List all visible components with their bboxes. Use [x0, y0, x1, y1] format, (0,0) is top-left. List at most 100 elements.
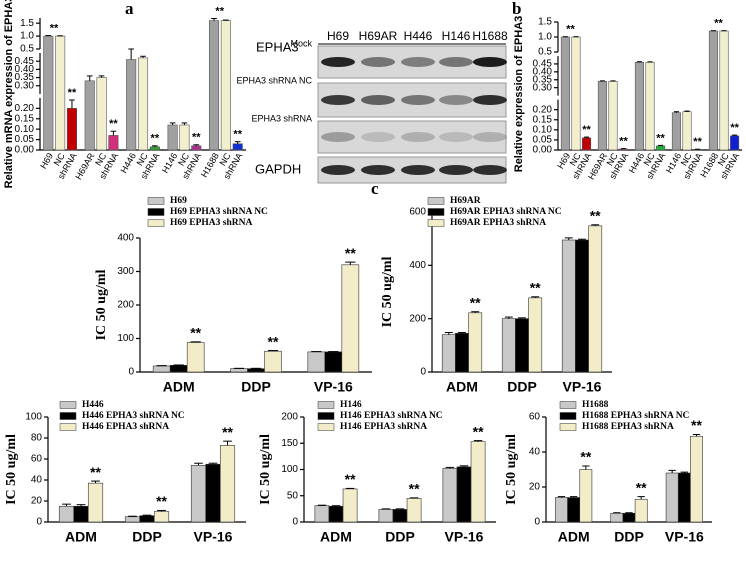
legend-label: H1688 EPHA3 shRNA NC	[582, 411, 690, 421]
y-tick-label: 0.40	[533, 66, 553, 77]
bar	[515, 318, 529, 373]
bar	[597, 81, 607, 151]
y-tick-label: 200	[281, 412, 298, 423]
y-tick-label: 1.5	[20, 18, 34, 29]
blot-row-label: EPHA3 shRNA	[251, 113, 312, 123]
bar	[378, 509, 394, 523]
bar	[455, 333, 469, 373]
legend-label: H446	[82, 400, 104, 410]
bar	[671, 112, 681, 151]
bar	[190, 464, 207, 523]
western-blot: EPHA3 H69 H69AR H446 H146 H1688 Mock EPHA3 shRN…	[236, 29, 508, 184]
bar	[139, 515, 155, 523]
x-tick-label: VP-16	[445, 529, 484, 545]
blot-band	[473, 132, 507, 142]
y-tick-label: 100	[117, 333, 134, 344]
significance-label: **	[636, 479, 647, 495]
y-tick-label: 0.05	[15, 134, 35, 145]
bar	[58, 505, 75, 523]
y-axis-title: Relative expression of EPHA3	[513, 16, 525, 173]
blot-column-label: H446	[404, 29, 433, 43]
bar	[645, 62, 655, 151]
blot-band	[473, 165, 507, 175]
blot-band	[473, 95, 507, 105]
blot-column-label: H69	[327, 29, 349, 43]
blot-band	[361, 132, 395, 142]
y-tick-label: 0.00	[15, 145, 35, 156]
x-tick-label: ADM	[558, 529, 590, 545]
y-tick-label: 20	[31, 496, 43, 507]
bar	[560, 36, 570, 151]
y-tick-label: 0.35	[533, 74, 553, 85]
bar	[588, 225, 603, 373]
bar	[341, 264, 360, 373]
bar	[567, 497, 581, 523]
bar	[179, 124, 190, 151]
y-tick-label: 150	[281, 438, 298, 449]
bar	[220, 20, 231, 151]
legend-swatch	[427, 208, 445, 216]
bar	[169, 364, 188, 373]
bar	[73, 505, 89, 523]
legend-label: H69 EPHA3 shRNA	[170, 218, 252, 228]
y-axis-title: IC 50 ug/ml	[94, 270, 109, 341]
panel-label: a	[125, 0, 134, 18]
blot-band	[439, 132, 473, 142]
y-tick-label: 0.5	[20, 44, 34, 55]
y-tick-label: 60	[529, 412, 541, 423]
legend-label: H69AR	[450, 196, 481, 206]
bar	[622, 512, 636, 523]
x-tick-label: VP-16	[563, 379, 602, 395]
y-tick-label: 1.0	[538, 32, 552, 43]
bar	[579, 469, 593, 523]
bar	[470, 441, 486, 523]
bar	[96, 77, 107, 151]
bar	[619, 148, 629, 151]
bar	[55, 35, 66, 151]
bar	[84, 80, 95, 151]
significance-label: **	[190, 325, 201, 341]
bar	[247, 368, 265, 373]
legend-label: H69AR EPHA3 shRNA	[450, 218, 546, 228]
blot-band	[401, 132, 435, 142]
significance-label: **	[582, 124, 591, 136]
y-tick-label: 1.5	[538, 17, 552, 28]
legend-label: H69 EPHA3 shRNA NC	[170, 207, 268, 217]
bar	[561, 239, 576, 373]
significance-label: **	[693, 136, 702, 148]
x-tick-label: ADM	[65, 529, 97, 545]
y-axis-title: IC 50 ug/ml	[504, 434, 519, 505]
significance-label: **	[90, 464, 101, 480]
bar	[441, 334, 456, 373]
legend-label: H1688	[582, 400, 609, 410]
bar	[665, 472, 679, 523]
legend-label: H146 EPHA3 shRNA	[340, 422, 427, 432]
y-axis-title: IC 50 ug/ml	[258, 434, 273, 505]
bar	[610, 512, 624, 523]
bar	[153, 511, 170, 523]
significance-label: **	[470, 294, 481, 310]
significance-label: **	[345, 471, 356, 487]
legend-swatch	[59, 423, 77, 431]
bar	[205, 463, 221, 523]
blot-band	[439, 57, 473, 67]
bar	[528, 297, 543, 373]
legend-swatch	[147, 208, 165, 216]
y-tick-label: 400	[117, 233, 134, 244]
y-tick-label: 600	[409, 207, 426, 218]
y-tick-label: 80	[31, 433, 43, 444]
y-tick-label: 40	[31, 475, 43, 486]
bar	[468, 312, 483, 373]
bar	[682, 111, 692, 151]
y-tick-label: 1.0	[20, 31, 34, 42]
bar	[152, 365, 171, 373]
bar	[167, 124, 178, 151]
significance-label: **	[473, 423, 484, 439]
x-tick-label: VP-16	[194, 529, 233, 545]
legend-label: H146	[340, 400, 362, 410]
y-tick-label: 0.45	[533, 59, 553, 70]
blot-column-label: H1688	[472, 29, 508, 43]
bar	[108, 135, 119, 151]
y-tick-label: 0.45	[15, 56, 35, 67]
significance-label: **	[222, 424, 233, 440]
